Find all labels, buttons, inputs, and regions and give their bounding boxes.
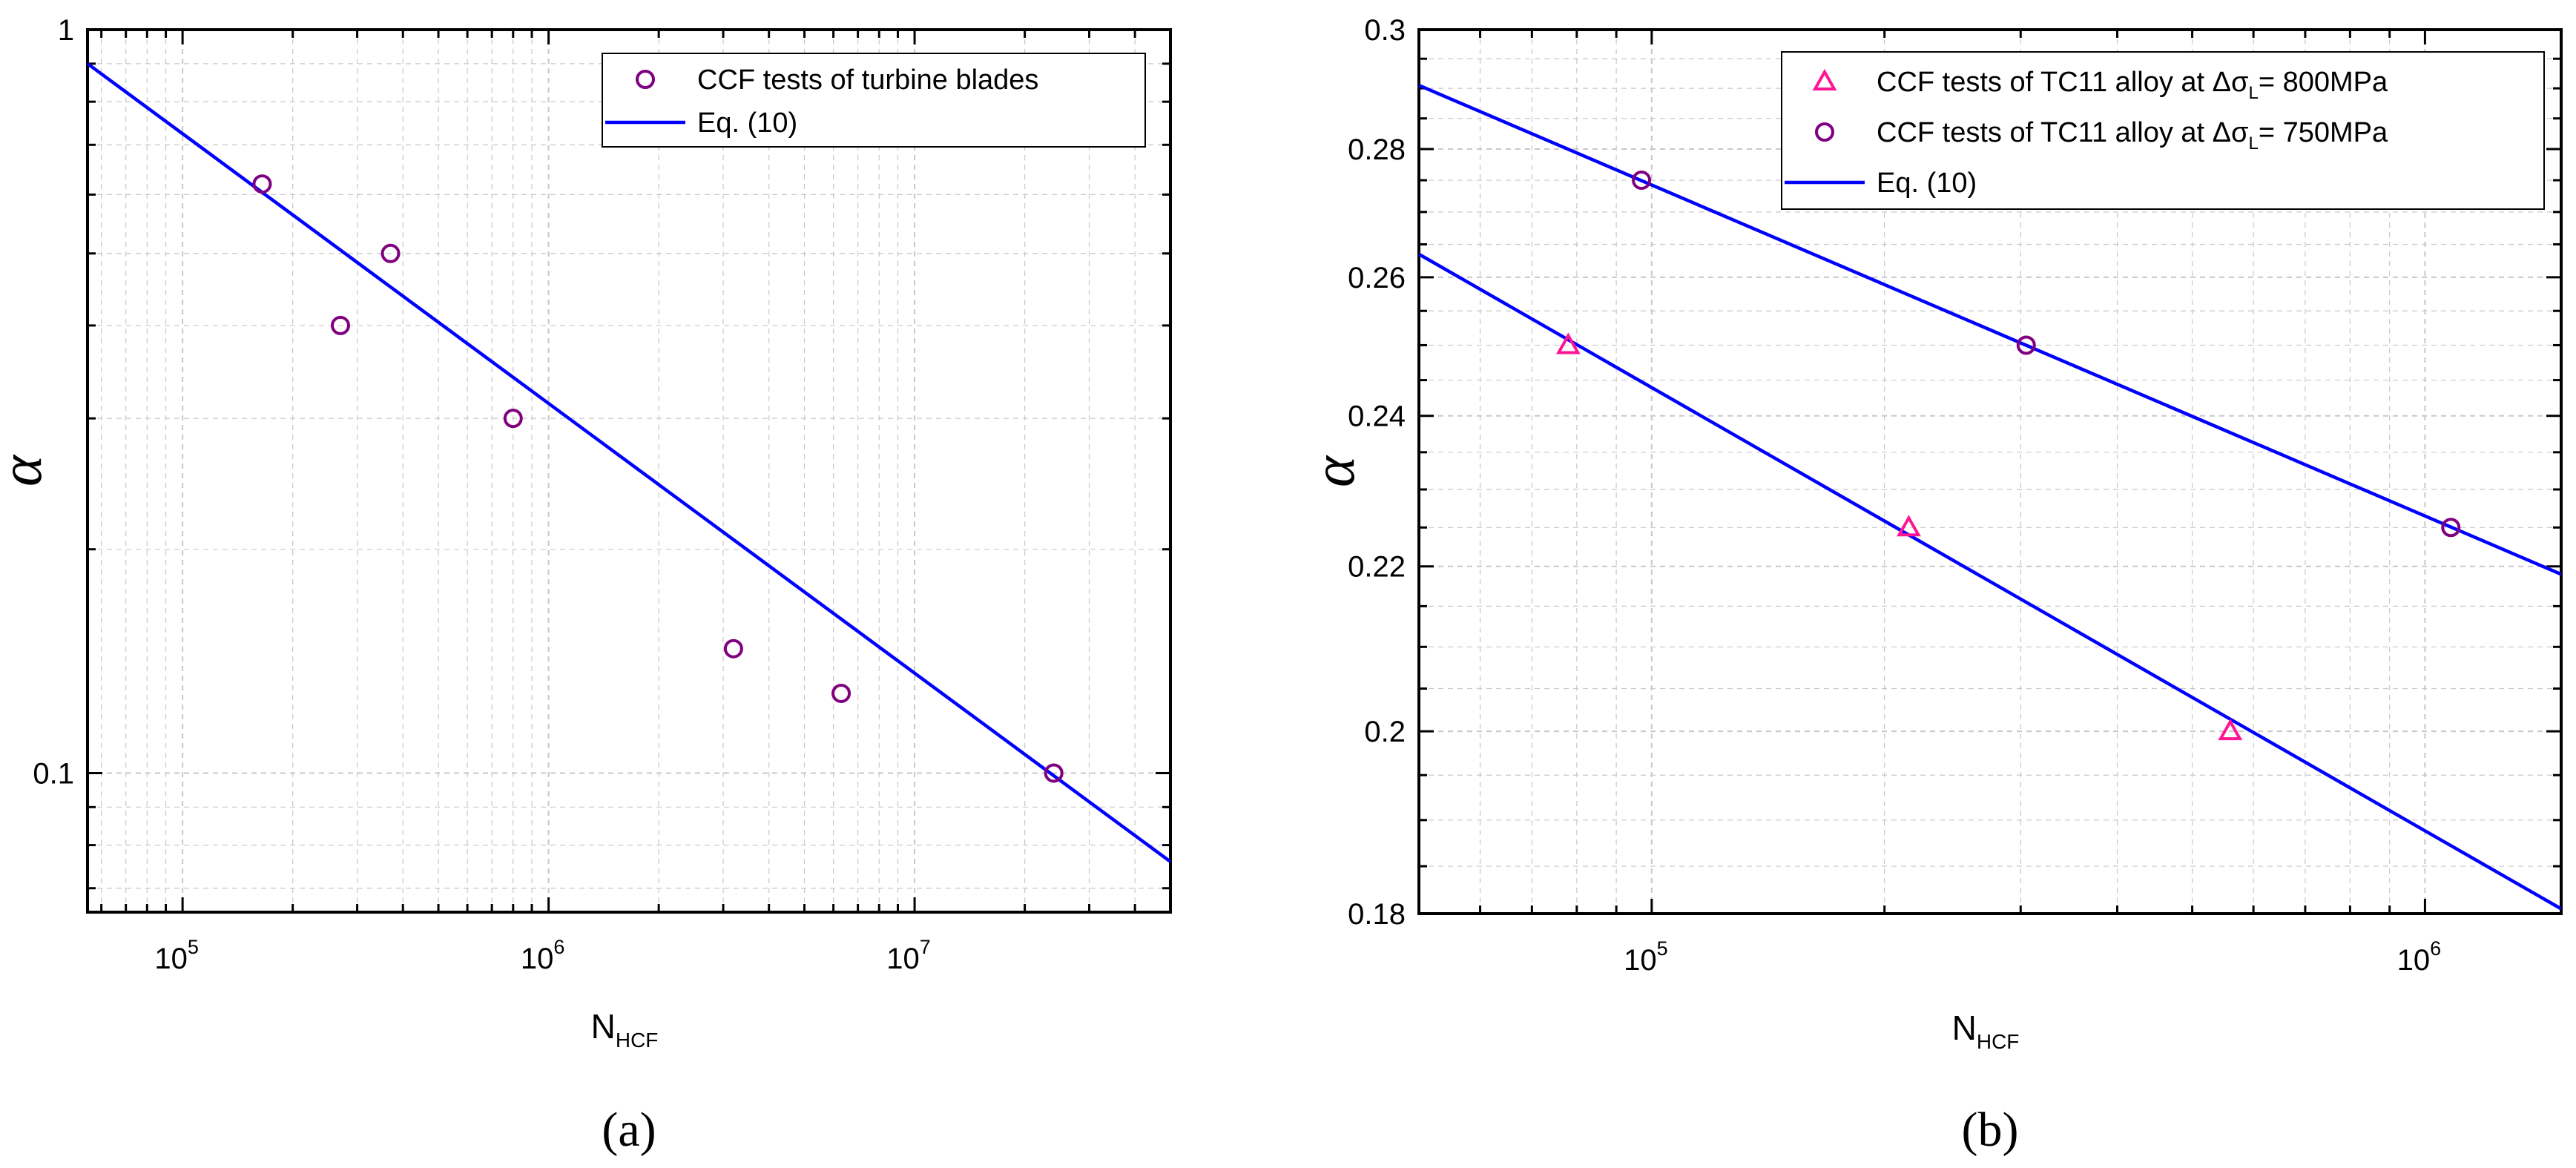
legend-label: Eq. (10)	[1877, 168, 1977, 199]
y-tick-label: 0.28	[1348, 133, 1406, 166]
ticks	[1419, 28, 2561, 915]
fit-line	[1419, 252, 2561, 911]
data-point-circle	[723, 639, 743, 659]
data-point-triangle	[1897, 515, 1921, 537]
plot-area	[88, 62, 1170, 863]
y-tick-label: 0.18	[1348, 898, 1406, 931]
y-tick-label: 0.22	[1348, 551, 1406, 584]
x-tick-label: 106	[521, 936, 565, 975]
y-tick-label: 0.2	[1364, 716, 1406, 748]
chart-a: 105 106 107 1 0.1 NHCF α CCF tests of turbine b…	[0, 14, 1172, 1157]
y-axis-label: α	[0, 454, 54, 486]
ticks	[88, 28, 1170, 912]
x-tick-label: 107	[886, 936, 931, 975]
data-point-circle	[2016, 335, 2036, 355]
y-tick-label: 0.1	[33, 757, 74, 790]
x-tick-label: 105	[1624, 937, 1668, 977]
data-point-circle	[252, 174, 272, 194]
data-point-circle	[330, 315, 350, 335]
legend-label: CCF tests of turbine blades	[697, 65, 1038, 96]
data-point-circle	[1044, 763, 1064, 783]
panel-label: (a)	[602, 1103, 656, 1157]
y-tick-label: 1	[58, 14, 74, 47]
legend-label: CCF tests of TC11 alloy at ΔσL= 800MPa	[1877, 67, 2388, 103]
y-tick-label: 0.24	[1348, 400, 1406, 433]
legend-label: CCF tests of TC11 alloy at ΔσL= 750MPa	[1877, 117, 2388, 154]
data-point-triangle	[1555, 332, 1581, 354]
fit-line	[1419, 84, 2561, 576]
data-point-triangle	[2218, 719, 2243, 741]
plot-frame	[1417, 28, 2563, 915]
data-point-circle	[1632, 171, 1652, 191]
data-point-circle	[831, 683, 851, 703]
fit-line	[88, 62, 1170, 863]
y-axis-label: α	[1302, 455, 1367, 487]
data-point-circle	[2441, 518, 2461, 538]
x-axis-label: NHCF	[1952, 1009, 2020, 1053]
chart-b: 105 106 0.3 0.28 0.26 0.24 0.22 0.2 0.18 NHCF α CCF…	[1302, 14, 2563, 1157]
x-tick-label: 106	[2397, 937, 2442, 977]
legend-box	[1781, 51, 2545, 210]
plot-frame	[86, 28, 1172, 914]
y-tick-label: 0.3	[1364, 14, 1406, 47]
plot-area	[1419, 84, 2561, 911]
x-axis-label: NHCF	[591, 1007, 659, 1052]
legend-label: Eq. (10)	[697, 108, 797, 139]
grid	[88, 30, 1170, 912]
legend-box	[602, 53, 1146, 148]
legend-circle-swatch	[636, 70, 655, 89]
panel-label: (b)	[1962, 1103, 2019, 1157]
legend-circle-swatch	[1815, 122, 1834, 142]
y-tick-label: 0.26	[1348, 262, 1406, 294]
legend-triangle-swatch	[1812, 68, 1837, 90]
x-tick-label: 105	[154, 936, 199, 975]
data-point-circle	[503, 409, 523, 429]
data-point-circle	[381, 243, 401, 263]
